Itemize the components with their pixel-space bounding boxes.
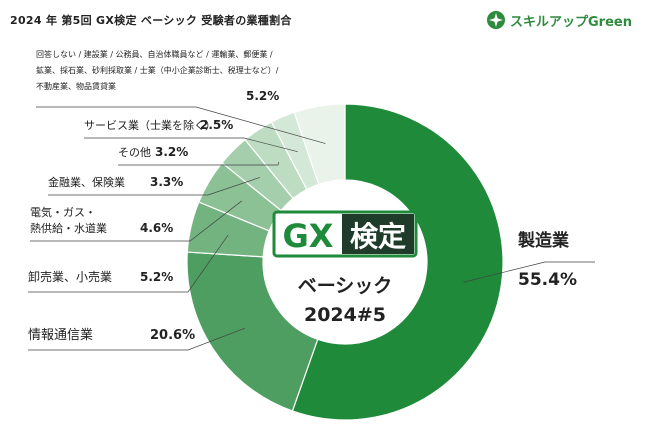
slice-label-6: その他 <box>118 146 151 159</box>
leader-lines-layer <box>28 106 595 351</box>
slice-pct-7: 2.5% <box>200 118 233 132</box>
leader-line-1 <box>463 261 595 283</box>
leader-line-2 <box>28 327 246 351</box>
slices-layer <box>186 103 504 421</box>
slice-8 <box>293 103 346 186</box>
kentei-badge-bg <box>342 214 414 254</box>
slice-pct-6: 3.2% <box>155 145 188 159</box>
slice-label-1: 製造業 <box>517 230 569 251</box>
slice-pct-8: 5.2% <box>246 89 279 103</box>
slice-label-8: 不動産業、物品賃貸業 <box>36 81 116 91</box>
slice-pct-2: 20.6% <box>150 328 195 343</box>
leader-line-6 <box>118 161 280 166</box>
slice-2 <box>186 251 319 412</box>
logo-text: スキルアップGreen <box>510 14 632 30</box>
leader-line-7 <box>84 137 298 153</box>
level-text: ベーシック <box>298 275 393 297</box>
leader-line-5 <box>48 177 260 196</box>
chart-title: 2024 年 第5回 GX検定 ベーシック 受験者の業種割合 <box>10 14 292 27</box>
slice-label-3: 卸売業、小売業 <box>28 269 112 284</box>
slice-label-8: 鉱業、採石業、砂利採取業 / 士業（中小企業診断士、税理士など）/ <box>36 65 279 75</box>
logo: スキルアップGreen <box>486 10 632 30</box>
slice-label-5: 金融業、保険業 <box>48 175 125 189</box>
labels-layer: 製造業 55.4% 情報通信業 20.6% 卸売業、小売業 5.2% 電気・ガス・熱供給・水… <box>28 49 577 343</box>
slice-label-7: サービス業（士業を除く） <box>84 118 216 132</box>
gx-badge-left <box>276 214 342 254</box>
kentei-badge-text: 検定 <box>350 220 406 253</box>
slice-pct-3: 5.2% <box>140 270 173 284</box>
session-text: 2024#5 <box>304 304 386 326</box>
slice-label-4: 熱供給・水道業 <box>30 221 107 235</box>
leader-line-3 <box>28 234 229 293</box>
slice-pct-5: 3.3% <box>150 175 183 189</box>
slice-label-8: 回答しない / 建設業 / 公務員、自治体職員など / 運輸業、郵便業 / <box>36 49 273 59</box>
slice-pct-4: 4.6% <box>140 221 173 235</box>
leader-line-8 <box>36 106 326 144</box>
leaf-sparkle-icon <box>487 11 506 29</box>
leader-line-4 <box>30 200 242 242</box>
slice-label-4: 電気・ガス・ <box>30 205 96 219</box>
slice-1 <box>291 103 504 421</box>
slice-label-2: 情報通信業 <box>28 327 93 343</box>
gx-badge-text: GX <box>283 217 334 255</box>
slice-pct-1: 55.4% <box>518 270 577 290</box>
center-badge: GX 検定 ベーシック 2024#5 <box>272 210 418 326</box>
